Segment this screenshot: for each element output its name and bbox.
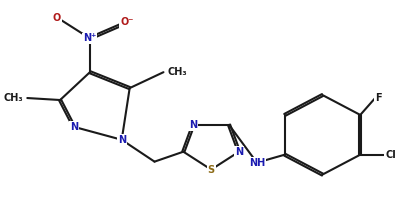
Text: N: N <box>235 147 243 157</box>
Text: NH: NH <box>249 158 265 168</box>
Text: CH₃: CH₃ <box>167 67 187 77</box>
Text: CH₃: CH₃ <box>4 93 23 103</box>
Text: O⁻: O⁻ <box>120 18 133 27</box>
Text: N: N <box>118 135 126 145</box>
Text: F: F <box>375 93 382 103</box>
Text: Cl: Cl <box>385 150 396 160</box>
Text: N: N <box>189 120 197 130</box>
Text: N⁺: N⁺ <box>83 33 97 43</box>
Text: N: N <box>70 122 78 132</box>
Text: O: O <box>53 13 61 22</box>
Text: S: S <box>208 165 215 175</box>
